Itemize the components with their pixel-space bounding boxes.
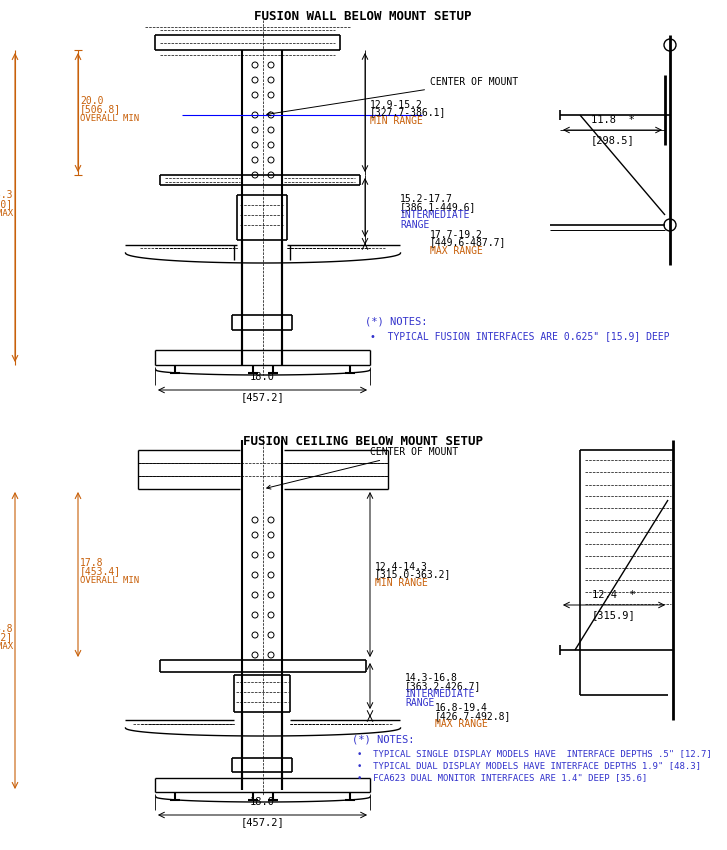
Text: •  TYPICAL FUSION INTERFACES ARE 0.625" [15.9] DEEP: • TYPICAL FUSION INTERFACES ARE 0.625" [… — [370, 331, 670, 341]
Text: CENTER OF MOUNT: CENTER OF MOUNT — [267, 447, 458, 489]
Text: (*) NOTES:: (*) NOTES: — [352, 735, 414, 745]
Text: [298.5]: [298.5] — [590, 135, 635, 145]
Text: OVERALL MIN: OVERALL MIN — [80, 114, 139, 123]
Text: OVERALL MAX: OVERALL MAX — [0, 642, 13, 651]
Text: INTERMEDIATE: INTERMEDIATE — [405, 689, 475, 699]
Text: [449.6-487.7]: [449.6-487.7] — [430, 237, 507, 247]
Text: RANGE: RANGE — [400, 219, 430, 230]
Text: [457.2]: [457.2] — [241, 392, 284, 402]
Text: 11.8  *: 11.8 * — [590, 115, 635, 125]
Text: [631.2]: [631.2] — [0, 632, 13, 643]
Text: MIN RANGE: MIN RANGE — [375, 577, 428, 587]
Text: 26.3: 26.3 — [0, 190, 13, 201]
Text: 12.4-14.3: 12.4-14.3 — [375, 562, 428, 571]
Text: 15.2-17.7: 15.2-17.7 — [400, 195, 453, 205]
Text: 12.4  *: 12.4 * — [592, 590, 636, 600]
Text: CENTER OF MOUNT: CENTER OF MOUNT — [267, 77, 518, 116]
Text: (*) NOTES:: (*) NOTES: — [365, 317, 427, 327]
Text: OVERALL MIN: OVERALL MIN — [80, 576, 139, 585]
Text: MAX RANGE: MAX RANGE — [430, 246, 483, 256]
Text: [426.7-492.8]: [426.7-492.8] — [435, 711, 511, 721]
Text: 24.8: 24.8 — [0, 624, 13, 633]
Text: 16.8-19.4: 16.8-19.4 — [435, 703, 488, 713]
Text: MAX RANGE: MAX RANGE — [435, 719, 488, 729]
Text: 20.0: 20.0 — [80, 95, 103, 105]
Text: RANGE: RANGE — [405, 698, 434, 708]
Text: INTERMEDIATE: INTERMEDIATE — [400, 211, 470, 220]
Text: [457.2]: [457.2] — [241, 817, 284, 827]
Text: 18.0: 18.0 — [250, 797, 275, 807]
Text: [327.7-386.1]: [327.7-386.1] — [370, 107, 446, 117]
Text: 17.8: 17.8 — [80, 558, 103, 568]
Text: 17.7-19.2: 17.7-19.2 — [430, 230, 483, 240]
Text: 14.3-16.8: 14.3-16.8 — [405, 673, 458, 683]
Text: [668.0]: [668.0] — [0, 200, 13, 209]
Text: MIN RANGE: MIN RANGE — [370, 116, 423, 126]
Text: FUSION CEILING BELOW MOUNT SETUP: FUSION CEILING BELOW MOUNT SETUP — [243, 435, 483, 448]
Text: [386.1-449.6]: [386.1-449.6] — [400, 202, 476, 212]
Text: [363.2-426.7]: [363.2-426.7] — [405, 681, 481, 691]
Text: 18.0: 18.0 — [250, 372, 275, 382]
Text: [453.4]: [453.4] — [80, 566, 121, 576]
Text: [315.9]: [315.9] — [592, 610, 636, 620]
Text: [506.8]: [506.8] — [80, 105, 121, 115]
Text: 12.9-15.2: 12.9-15.2 — [370, 99, 423, 110]
Text: FUSION WALL BELOW MOUNT SETUP: FUSION WALL BELOW MOUNT SETUP — [254, 10, 472, 23]
Text: •  TYPICAL SINGLE DISPLAY MODELS HAVE  INTERFACE DEPTHS .5" [12.7]: • TYPICAL SINGLE DISPLAY MODELS HAVE INT… — [357, 749, 712, 758]
Text: [315.0-363.2]: [315.0-363.2] — [375, 570, 451, 580]
Text: OVERALL MAX: OVERALL MAX — [0, 209, 13, 218]
Text: •  TYPICAL DUAL DISPLAY MODELS HAVE INTERFACE DEPTHS 1.9" [48.3]: • TYPICAL DUAL DISPLAY MODELS HAVE INTER… — [357, 761, 701, 770]
Text: •  FCA623 DUAL MONITOR INTERFACES ARE 1.4" DEEP [35.6]: • FCA623 DUAL MONITOR INTERFACES ARE 1.4… — [357, 773, 647, 782]
